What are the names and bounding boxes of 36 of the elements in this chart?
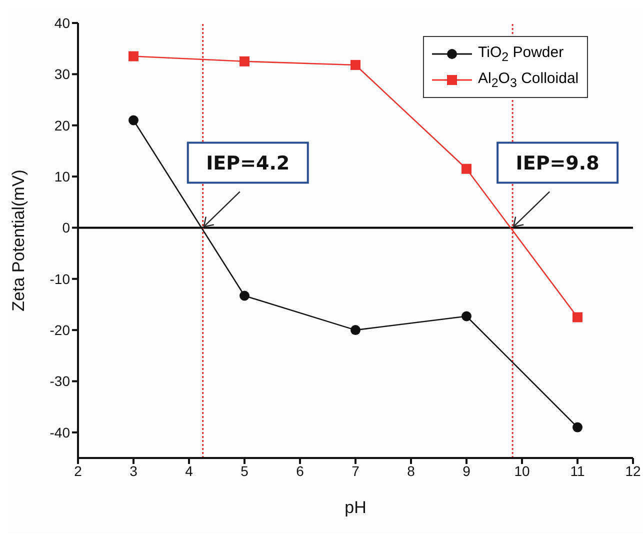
y-tick-label: 20 xyxy=(54,117,70,134)
x-tick-label: 9 xyxy=(462,462,471,479)
point xyxy=(240,290,250,301)
legend-label: TiO$_{2}$ Powder xyxy=(478,44,564,64)
y-tick-label: -20 xyxy=(50,322,70,338)
y-tick-label: 10 xyxy=(54,168,70,184)
annotation: IEP=9.8 xyxy=(516,152,600,175)
y-tick-label: -30 xyxy=(50,373,70,390)
x-tick-label: 7 xyxy=(352,462,360,479)
y-tick-label: 40 xyxy=(54,14,70,31)
y-tick-label: -40 xyxy=(50,424,70,440)
x-tick-label: 8 xyxy=(407,462,416,479)
point xyxy=(128,51,138,62)
point xyxy=(128,115,138,126)
x-tick-label: 4 xyxy=(185,462,194,479)
x-tick-label: 2 xyxy=(74,462,82,479)
y-tick-label: -10 xyxy=(50,270,70,287)
y-tick-label: 0 xyxy=(62,220,70,236)
x-tick-label: 6 xyxy=(296,462,304,479)
point xyxy=(240,56,250,66)
x-tick-label: 12 xyxy=(625,462,641,479)
x-tick-label: 10 xyxy=(514,462,530,479)
point xyxy=(350,325,360,336)
y-axis-title: Zeta Potential(mV) xyxy=(9,170,28,312)
x-tick-label: 5 xyxy=(240,462,249,479)
point xyxy=(572,422,582,432)
x-axis-title: pH xyxy=(344,498,366,517)
point xyxy=(462,311,472,322)
x-tick-label: 11 xyxy=(570,462,585,479)
point xyxy=(572,312,582,322)
point xyxy=(462,164,472,174)
point xyxy=(350,60,360,70)
y-tick-label: 30 xyxy=(54,66,70,82)
legend-label: Al$_{2}$O$_{3}$ Colloidal xyxy=(478,70,579,90)
x-tick-label: 3 xyxy=(130,462,138,479)
annotation: IEP=4.2 xyxy=(206,152,290,175)
